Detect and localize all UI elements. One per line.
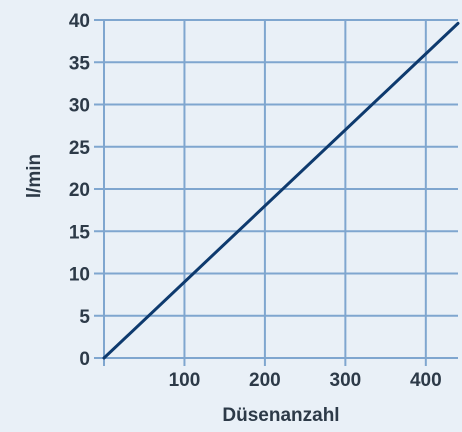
y-tick-label: 35: [69, 53, 91, 74]
tick-labels: 0 5 10 15 20 25 30 35 40 100 200 300 400: [69, 11, 442, 391]
series-layer: [102, 21, 460, 360]
x-tick-label: 400: [410, 370, 442, 391]
y-tick-label: 15: [69, 222, 91, 243]
x-tick-label: 200: [249, 370, 281, 391]
x-tick-label: 100: [169, 370, 201, 391]
y-tick-label: 10: [69, 265, 90, 286]
grid: [94, 19, 458, 366]
y-tick-label: 40: [69, 11, 90, 32]
y-tick-label: 30: [69, 96, 90, 117]
x-tick-label: 300: [330, 370, 362, 391]
x-axis-title: Düsenanzahl: [222, 405, 339, 426]
y-tick-label: 20: [69, 180, 90, 201]
y-tick-label: 5: [79, 307, 90, 328]
y-axis-title: l/min: [24, 154, 45, 198]
y-tick-label: 25: [69, 138, 91, 159]
series-line: [102, 21, 460, 360]
y-tick-label: 0: [79, 349, 90, 370]
